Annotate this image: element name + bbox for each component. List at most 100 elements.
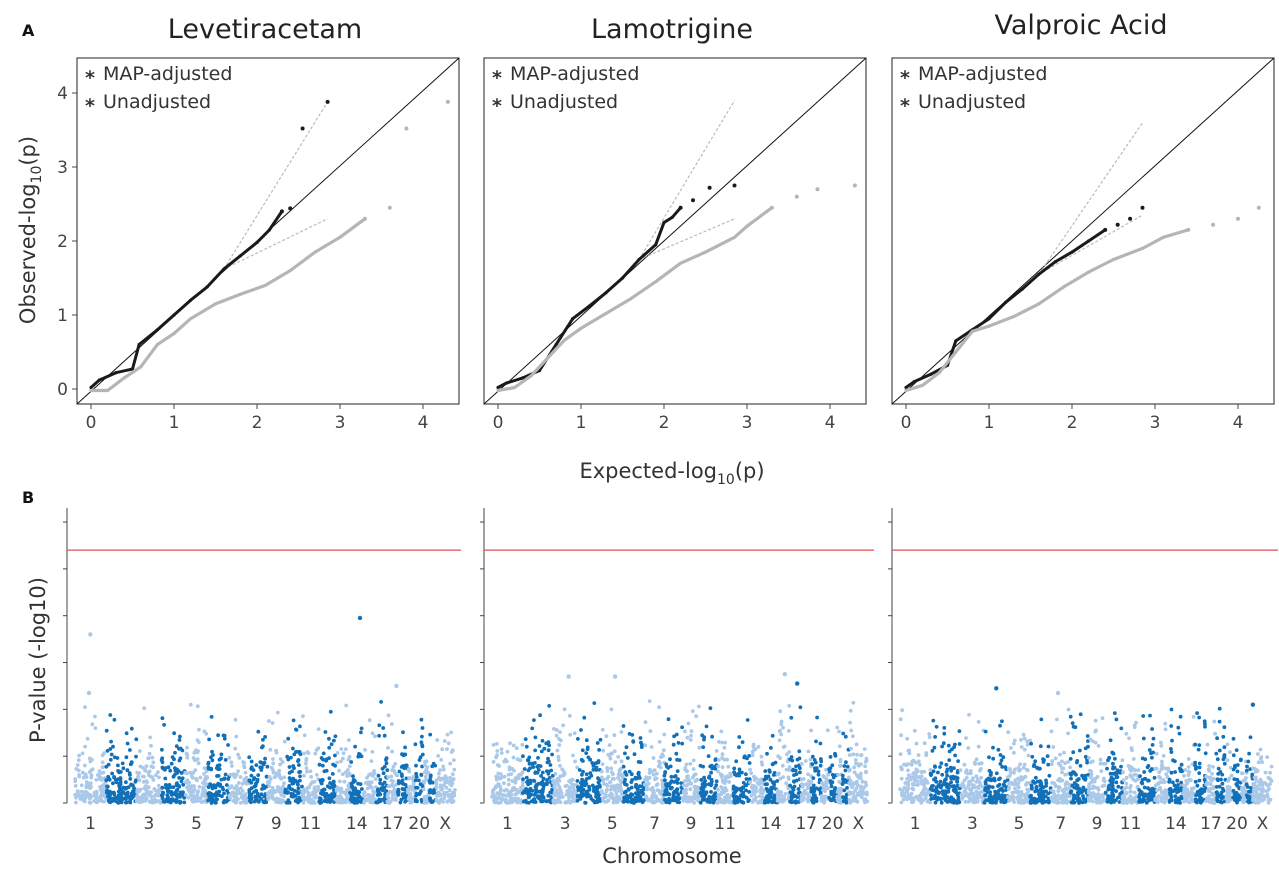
snp-point: [237, 781, 241, 785]
snp-point: [129, 791, 134, 796]
snp-point: [494, 742, 499, 746]
snp-point: [713, 766, 718, 771]
snp-point: [100, 753, 105, 758]
snp-point: [799, 799, 804, 803]
unadjusted-qq-point: [238, 292, 242, 296]
snp-point: [620, 792, 624, 796]
snp-point: [328, 709, 333, 714]
snp-point: [380, 798, 384, 802]
snp-point: [304, 758, 309, 763]
snp-point: [763, 800, 768, 805]
snp-point: [669, 774, 674, 779]
unadjusted-qq-point: [904, 388, 908, 393]
snp-point: [952, 745, 956, 749]
snp-point: [1093, 792, 1098, 797]
snp-point: [597, 778, 602, 783]
snp-point: [645, 784, 649, 789]
snp-point: [389, 722, 394, 726]
snp-point: [153, 788, 158, 793]
snp-point: [741, 800, 746, 805]
snp-point: [812, 787, 817, 791]
snp-point: [174, 767, 179, 772]
snp-point: [205, 775, 210, 779]
snp-point: [763, 769, 768, 773]
snp-point: [306, 792, 311, 796]
snp-point: [87, 796, 92, 800]
snp-point: [578, 797, 583, 801]
unadjusted-qq-point: [122, 376, 126, 380]
snp-point: [1129, 800, 1134, 805]
snp-point: [569, 780, 573, 785]
manhattan-x-axis-label: Chromosome: [602, 844, 741, 868]
snp-point: [770, 786, 774, 791]
snp-point: [907, 751, 912, 756]
snp-point: [623, 789, 628, 794]
snp-point: [997, 777, 1001, 782]
snp-point: [590, 761, 595, 765]
snp-point: [1110, 750, 1115, 755]
snp-point: [516, 790, 521, 794]
snp-point: [976, 720, 981, 724]
unadjusted-qq-point: [1087, 270, 1091, 274]
snp-point: [147, 751, 152, 756]
snp-point: [905, 736, 910, 741]
snp-point: [556, 758, 561, 762]
snp-point: [726, 764, 731, 769]
snp-point: [575, 779, 580, 783]
snp-point: [863, 764, 867, 769]
snp-point: [720, 786, 724, 791]
snp-point: [188, 770, 193, 775]
snp-point: [615, 800, 620, 805]
snp-point: [575, 794, 580, 799]
snp-point: [1034, 785, 1039, 789]
snp-point: [713, 757, 718, 762]
snp-point: [152, 797, 157, 802]
snp-point: [270, 721, 275, 725]
snp-point: [1009, 770, 1014, 775]
snp-point: [137, 778, 142, 783]
snp-point: [410, 776, 415, 781]
adjusted-qq-point: [912, 380, 916, 384]
snp-point: [842, 764, 847, 768]
snp-point: [691, 767, 696, 771]
snp-point: [727, 780, 732, 784]
snp-point: [1006, 767, 1011, 771]
snp-point: [271, 757, 275, 761]
snp-point: [1105, 797, 1110, 801]
snp-point: [146, 785, 151, 790]
snp-point: [999, 799, 1003, 804]
snp-point: [803, 790, 808, 795]
snp-point: [1033, 800, 1038, 805]
snp-point: [94, 778, 99, 782]
snp-point: [539, 749, 544, 754]
snp-point: [248, 792, 252, 797]
snp-point: [318, 796, 322, 801]
snp-point: [100, 760, 105, 765]
snp-point: [1126, 764, 1131, 768]
snp-point: [1044, 778, 1048, 783]
snp-point: [685, 774, 689, 779]
snp-point: [93, 726, 98, 730]
snp-point: [194, 776, 199, 781]
snp-point: [448, 775, 452, 780]
snp-point: [1141, 797, 1146, 802]
snp-point: [922, 769, 927, 774]
snp-point: [163, 776, 168, 781]
snp-point: [347, 738, 351, 742]
qq-panel-1: 0 1 2 3 4* MAP-adjusted* Unadjusted: [483, 57, 867, 433]
snp-point: [923, 795, 928, 800]
snp-point: [1169, 707, 1174, 712]
snp-point: [927, 735, 932, 740]
snp-point: [102, 794, 107, 799]
snp-point: [794, 764, 798, 769]
snp-point: [830, 763, 835, 768]
snp-point: [264, 774, 269, 779]
snp-point: [740, 770, 744, 775]
snp-point: [793, 768, 798, 773]
snp-point: [230, 764, 234, 768]
snp-point: [815, 715, 819, 720]
snp-point: [377, 733, 381, 738]
snp-point: [499, 751, 504, 755]
snp-point: [619, 730, 624, 734]
adjusted-qq-point: [1087, 239, 1091, 243]
